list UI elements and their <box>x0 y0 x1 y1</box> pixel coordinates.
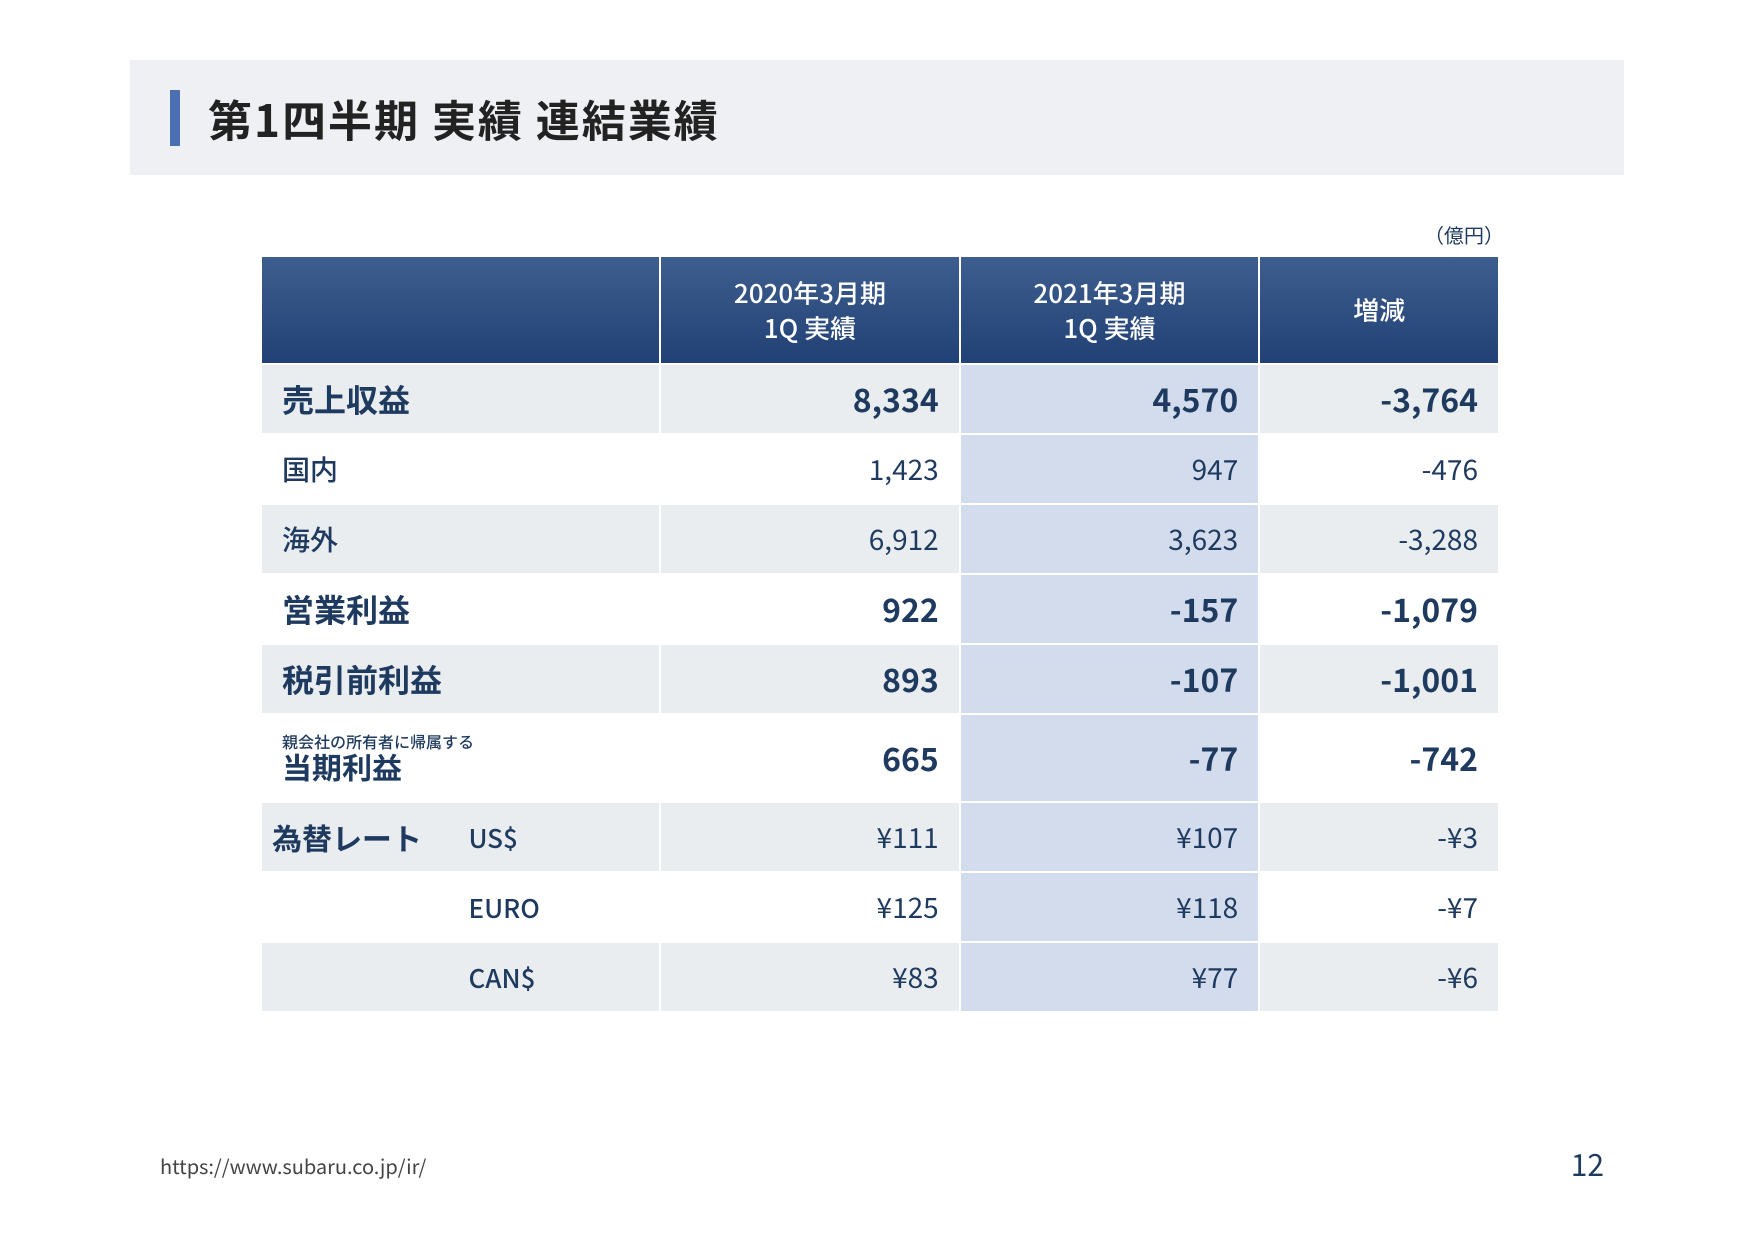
cell-fy21: -77 <box>960 714 1260 802</box>
col-header-fy21: 2021年3月期1Q 実績 <box>960 256 1260 364</box>
unit-label: （億円） <box>1424 220 1504 249</box>
table-row: 為替レート US$ ¥111 ¥107 -¥3 <box>261 802 1499 872</box>
cell-fy20: ¥125 <box>660 872 960 942</box>
cell-diff: -1,001 <box>1259 644 1499 714</box>
slide-header: 第1四半期 実績 連結業績 <box>130 60 1624 175</box>
results-table: 2020年3月期1Q 実績 2021年3月期1Q 実績 増減 売上収益 8,33… <box>260 255 1500 1013</box>
col-header-diff: 増減 <box>1259 256 1499 364</box>
col-header-blank <box>261 256 660 364</box>
cell-fy20: 922 <box>660 574 960 644</box>
cell-diff: -476 <box>1259 434 1499 504</box>
cell-diff: -3,764 <box>1259 364 1499 434</box>
table-row: 売上収益 8,334 4,570 -3,764 <box>261 364 1499 434</box>
cell-fy20: ¥83 <box>660 942 960 1012</box>
row-label: 営業利益 <box>261 574 660 644</box>
fx-group-label: 為替レート <box>262 815 469 859</box>
cell-fy21: 947 <box>960 434 1260 504</box>
header-accent-bar <box>170 90 180 146</box>
cell-fy21: 4,570 <box>960 364 1260 434</box>
cell-diff: -¥3 <box>1259 802 1499 872</box>
cell-diff: -3,288 <box>1259 504 1499 574</box>
cell-fy20: 665 <box>660 714 960 802</box>
table-row: 親会社の所有者に帰属する 当期利益 665 -77 -742 <box>261 714 1499 802</box>
slide-title: 第1四半期 実績 連結業績 <box>208 86 720 150</box>
table-row: 税引前利益 893 -107 -1,001 <box>261 644 1499 714</box>
row-label: EURO <box>261 872 660 942</box>
cell-fy20: 6,912 <box>660 504 960 574</box>
row-label: 海外 <box>261 504 660 574</box>
footer-url: https://www.subaru.co.jp/ir/ <box>160 1151 426 1180</box>
row-label: 税引前利益 <box>261 644 660 714</box>
table-row: 海外 6,912 3,623 -3,288 <box>261 504 1499 574</box>
cell-fy20: 893 <box>660 644 960 714</box>
cell-fy20: 1,423 <box>660 434 960 504</box>
cell-diff: -742 <box>1259 714 1499 802</box>
table-row: 営業利益 922 -157 -1,079 <box>261 574 1499 644</box>
row-label: 為替レート US$ <box>261 802 660 872</box>
row-label: 売上収益 <box>261 364 660 434</box>
cell-fy21: ¥107 <box>960 802 1260 872</box>
cell-fy21: -107 <box>960 644 1260 714</box>
cell-fy20: 8,334 <box>660 364 960 434</box>
cell-diff: -¥7 <box>1259 872 1499 942</box>
col-header-fy20: 2020年3月期1Q 実績 <box>660 256 960 364</box>
row-label-big: 当期利益 <box>282 750 639 783</box>
row-label: CAN$ <box>261 942 660 1012</box>
fx-currency-label: US$ <box>469 819 660 856</box>
row-label: 国内 <box>261 434 660 504</box>
cell-fy20: ¥111 <box>660 802 960 872</box>
cell-fy21: ¥118 <box>960 872 1260 942</box>
table-row: CAN$ ¥83 ¥77 -¥6 <box>261 942 1499 1012</box>
table-row: 国内 1,423 947 -476 <box>261 434 1499 504</box>
fx-currency-label: CAN$ <box>469 959 660 996</box>
cell-fy21: -157 <box>960 574 1260 644</box>
page-number: 12 <box>1571 1141 1604 1185</box>
row-label: 親会社の所有者に帰属する 当期利益 <box>261 714 660 802</box>
fx-currency-label: EURO <box>469 889 660 926</box>
cell-fy21: ¥77 <box>960 942 1260 1012</box>
table-header-row: 2020年3月期1Q 実績 2021年3月期1Q 実績 増減 <box>261 256 1499 364</box>
table-row: EURO ¥125 ¥118 -¥7 <box>261 872 1499 942</box>
cell-diff: -¥6 <box>1259 942 1499 1012</box>
cell-fy21: 3,623 <box>960 504 1260 574</box>
cell-diff: -1,079 <box>1259 574 1499 644</box>
